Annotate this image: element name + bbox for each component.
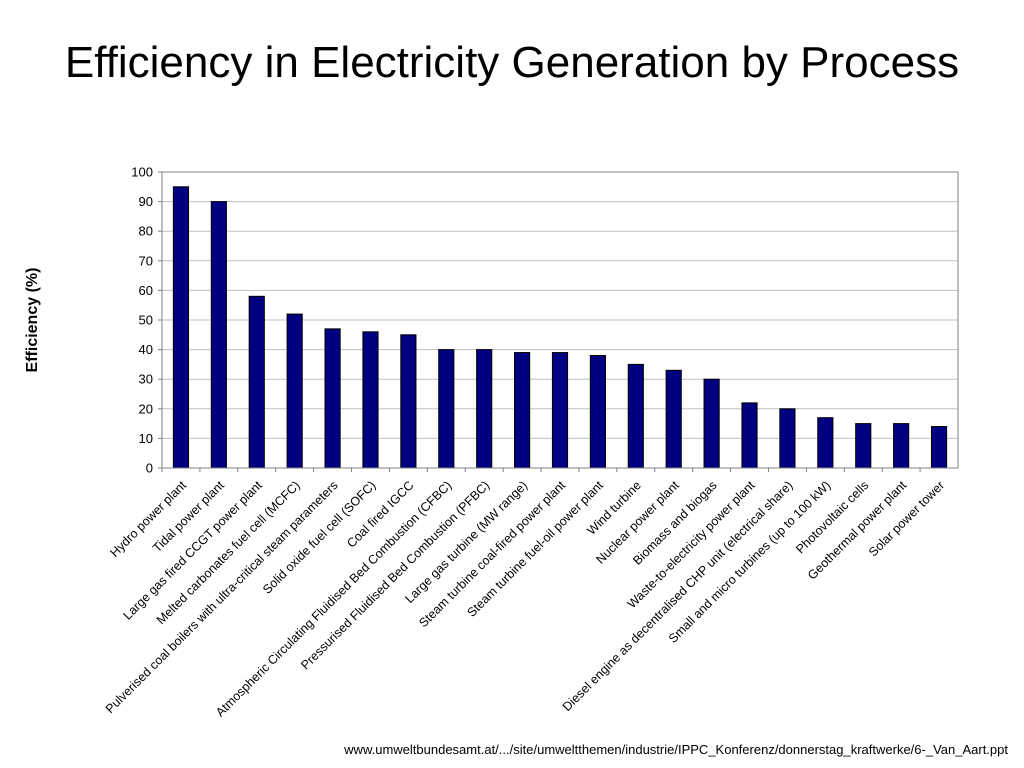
bar xyxy=(741,402,758,469)
y-tick-label: 0 xyxy=(146,461,153,476)
y-tick-label: 30 xyxy=(139,372,153,387)
bars xyxy=(172,186,948,469)
bar xyxy=(438,349,455,469)
y-tick-label: 70 xyxy=(139,253,153,268)
x-tick-label: Steam turbine fuel-oil power plant xyxy=(464,478,606,620)
bar xyxy=(589,355,606,469)
y-axis-label: Efficiency (%) xyxy=(24,268,41,373)
y-tick-label: 90 xyxy=(139,194,153,209)
bar xyxy=(324,328,341,469)
bar xyxy=(551,352,569,469)
bar xyxy=(703,378,720,469)
bar xyxy=(855,423,872,469)
bar xyxy=(627,363,644,469)
bar xyxy=(248,295,265,469)
bar xyxy=(514,352,531,469)
x-tick-label: Large gas fired CCGT power plant xyxy=(121,478,266,623)
y-tick-label: 100 xyxy=(131,165,153,180)
bar xyxy=(362,331,379,469)
bar xyxy=(930,426,948,469)
bar xyxy=(665,369,682,469)
y-tick-label: 80 xyxy=(139,224,153,239)
y-tick-label: 20 xyxy=(139,401,153,416)
bar xyxy=(400,334,417,469)
bar xyxy=(779,408,796,469)
page-title: Efficiency in Electricity Generation by … xyxy=(64,38,960,87)
bar xyxy=(476,349,493,469)
bar xyxy=(893,423,910,469)
bar xyxy=(286,313,303,469)
x-tick-label: Coal fired IGCC xyxy=(344,478,416,550)
y-tick-label: 60 xyxy=(139,283,153,298)
y-tick-label: 10 xyxy=(139,431,153,446)
bar xyxy=(172,186,190,469)
bar xyxy=(210,201,227,469)
source-note: www.umweltbundesamt.at/.../site/umweltth… xyxy=(344,742,1008,757)
y-axis-ticks: 0 10 20 30 40 50 60 70 80 90 100 xyxy=(131,165,162,476)
y-tick-label: 40 xyxy=(139,342,153,357)
bar xyxy=(817,417,834,469)
y-tick-label: 50 xyxy=(139,313,153,328)
